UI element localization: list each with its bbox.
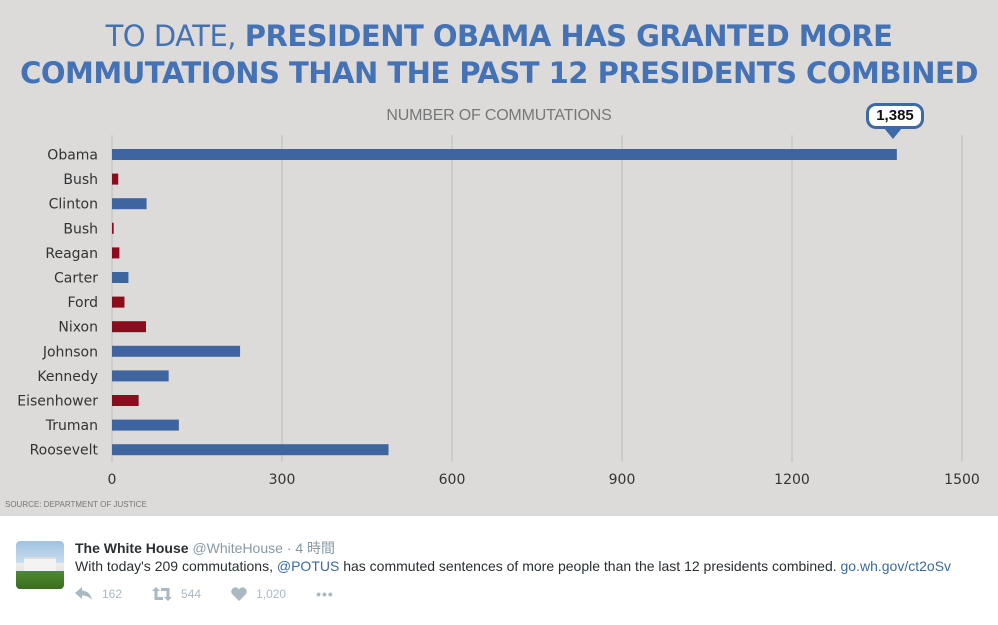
heart-icon	[231, 587, 247, 601]
x-tick-label: 300	[269, 472, 296, 488]
category-label: Bush	[63, 221, 98, 237]
category-label: Nixon	[58, 320, 98, 336]
white-house-image	[24, 557, 56, 571]
bar	[112, 247, 120, 259]
category-label: Eisenhower	[17, 394, 98, 410]
x-tick-label: 1500	[944, 472, 980, 488]
category-label: Ford	[67, 295, 98, 311]
x-tick-label: 600	[439, 472, 466, 488]
bar	[112, 419, 179, 431]
tweet-actions: 162 544 1,020 •••	[75, 586, 334, 602]
retweet-count: 544	[181, 587, 202, 601]
retweet-button[interactable]: 544	[152, 587, 201, 601]
bar-chart: 0 300 600 900 1200 1500 Obama Bush Clinton Bush Re…	[17, 135, 980, 488]
x-tick-label: 900	[609, 472, 636, 488]
tweet-text-part1: With today's 209 commutations,	[75, 558, 277, 574]
bar	[112, 296, 125, 308]
tweet-text-part2: has commuted sentences of more people th…	[339, 558, 841, 574]
reply-button[interactable]: 162	[75, 587, 122, 601]
category-label: Carter	[54, 271, 98, 287]
bar	[112, 198, 147, 210]
category-label: Roosevelt	[30, 443, 99, 459]
category-label: Bush	[63, 172, 98, 188]
like-count: 1,020	[256, 587, 287, 601]
bar	[112, 272, 129, 283]
account-name[interactable]: The White House	[75, 540, 189, 556]
url-link[interactable]: go.wh.gov/ct2oSv	[840, 558, 952, 574]
bar	[112, 395, 139, 406]
title-line2: COMMUTATIONS THAN THE PAST 12 PRESIDENTS…	[20, 56, 978, 90]
bar	[112, 173, 119, 185]
category-label: Johnson	[42, 344, 98, 360]
chart-title: TO DATE, PRESIDENT OBAMA HAS GRANTED MOR…	[0, 18, 998, 92]
reply-count: 162	[102, 587, 123, 601]
tweet: The White House @WhiteHouse · 4 時間 With …	[0, 516, 998, 625]
title-line1: PRESIDENT OBAMA HAS GRANTED MORE	[244, 19, 893, 53]
chart-subtitle: NUMBER OF COMMUTATIONS	[386, 107, 612, 124]
account-handle[interactable]: @WhiteHouse	[192, 540, 283, 556]
bar	[112, 345, 241, 357]
tweet-text: With today's 209 commutations, @POTUS ha…	[75, 558, 951, 574]
retweet-icon	[152, 587, 173, 601]
title-lead: TO DATE,	[105, 19, 237, 53]
mention-link[interactable]: @POTUS	[276, 558, 340, 574]
bar	[112, 370, 169, 382]
bar	[112, 321, 146, 333]
category-label: Truman	[45, 418, 98, 434]
value-callout: 1,385	[866, 103, 924, 129]
tweet-header: The White House @WhiteHouse · 4 時間	[75, 538, 335, 558]
bar	[112, 149, 897, 160]
more-icon[interactable]: •••	[316, 586, 334, 602]
x-tick-label: 0	[108, 472, 117, 488]
bar	[112, 444, 389, 456]
category-label: Reagan	[45, 246, 98, 262]
infographic: TO DATE, PRESIDENT OBAMA HAS GRANTED MOR…	[0, 0, 998, 516]
callout-pointer	[884, 128, 902, 139]
bar	[112, 222, 114, 234]
source-note: SOURCE: DEPARTMENT OF JUSTICE	[5, 500, 147, 509]
tweet-time[interactable]: · 4 時間	[286, 540, 336, 556]
like-button[interactable]: 1,020	[231, 587, 286, 601]
x-tick-label: 1200	[774, 472, 810, 488]
category-label: Obama	[47, 148, 98, 164]
reply-icon	[75, 587, 92, 600]
category-label: Clinton	[49, 197, 98, 213]
category-label: Kennedy	[37, 369, 98, 385]
avatar[interactable]	[16, 541, 64, 589]
